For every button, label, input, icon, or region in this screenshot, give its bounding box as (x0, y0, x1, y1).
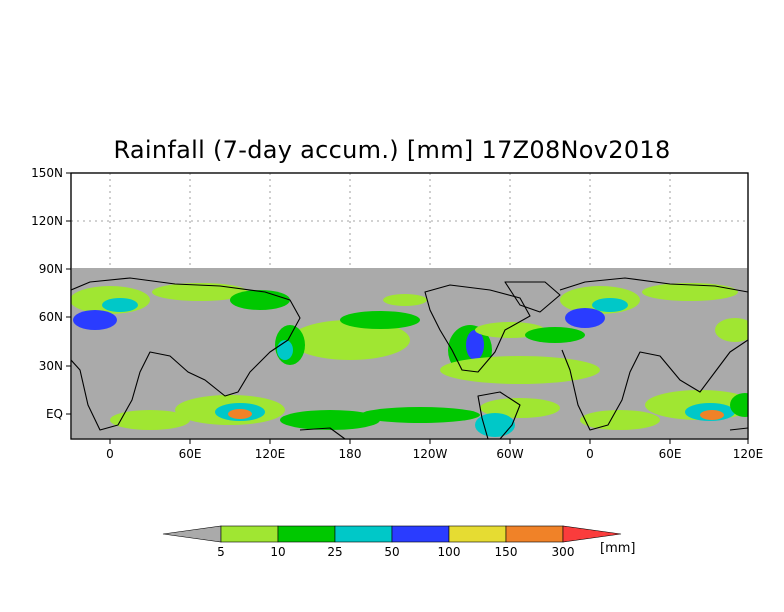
rain-area (73, 310, 117, 330)
rain-area (480, 398, 560, 418)
lon-tick-label: 60W (496, 447, 523, 461)
rainfall-field (71, 268, 748, 439)
rain-area (152, 283, 248, 301)
rain-area (440, 356, 600, 384)
rain-area (525, 327, 585, 343)
colorbar-segment (391, 525, 450, 543)
rain-area (642, 283, 738, 301)
lat-tick-label: EQ (46, 407, 63, 421)
lat-tick-label: 30N (39, 359, 63, 373)
rain-area (383, 294, 427, 306)
rain-area (715, 318, 748, 342)
rain-area (360, 407, 480, 423)
rain-area (730, 393, 748, 417)
lat-tick-label: 120N (31, 214, 63, 228)
unit-label: [mm] (600, 541, 636, 556)
colorbar-segment (334, 525, 393, 543)
colorbar-label: 300 (552, 545, 575, 559)
coastline (561, 339, 748, 431)
rain-area (277, 340, 293, 360)
rain-area (290, 320, 410, 360)
colorbar-label: 10 (270, 545, 285, 559)
color-bar-labels: 5 10 25 50 100 150 300 (217, 545, 574, 559)
colorbar-label: 150 (495, 545, 518, 559)
colorbar-segment (448, 525, 507, 543)
colorbar-label: 100 (438, 545, 461, 559)
coastline (299, 427, 346, 439)
rain-area (475, 413, 515, 437)
colorbar-segment (277, 525, 336, 543)
coastline (504, 281, 561, 313)
rain-area (580, 410, 660, 430)
lon-tick-label: 120E (255, 447, 286, 461)
colorbar-label: 50 (384, 545, 399, 559)
rain-area (102, 298, 138, 312)
coastline (424, 284, 531, 373)
lon-tick-label: 120W (413, 447, 448, 461)
rain-area (466, 330, 484, 360)
colorbar-segment (562, 525, 622, 543)
rain-area (340, 311, 420, 329)
lat-tick-label: 150N (31, 166, 63, 180)
map-title: Rainfall (7-day accum.) [mm] 17Z08Nov201… (113, 136, 671, 164)
latitude-axis: 150N 120N 90N 60N 30N EQ (31, 166, 71, 421)
lon-tick-label: 60E (179, 447, 202, 461)
color-bar (162, 525, 622, 543)
rain-area (230, 290, 290, 310)
colorbar-segment (220, 525, 279, 543)
rain-area (228, 409, 252, 419)
lat-tick-label: 90N (39, 262, 63, 276)
rain-area (700, 410, 724, 420)
longitude-axis: 0 60E 120E 180 120W 60W 0 60E 120E (106, 439, 763, 461)
lon-tick-label: 0 (586, 447, 594, 461)
lon-tick-label: 0 (106, 447, 114, 461)
rain-area (565, 308, 605, 328)
coastline (477, 391, 521, 439)
colorbar-label: 25 (327, 545, 342, 559)
coastline (559, 277, 748, 293)
rain-area (110, 410, 190, 430)
lat-tick-label: 60N (39, 310, 63, 324)
coastline (71, 277, 301, 431)
colorbar-segment (505, 525, 564, 543)
coastline (729, 427, 748, 431)
lon-tick-label: 60E (659, 447, 682, 461)
rain-area (592, 298, 628, 312)
lon-tick-label: 120E (733, 447, 764, 461)
colorbar-label: 5 (217, 545, 225, 559)
colorbar-segment (162, 525, 222, 543)
rain-area (280, 410, 380, 430)
lon-tick-label: 180 (339, 447, 362, 461)
